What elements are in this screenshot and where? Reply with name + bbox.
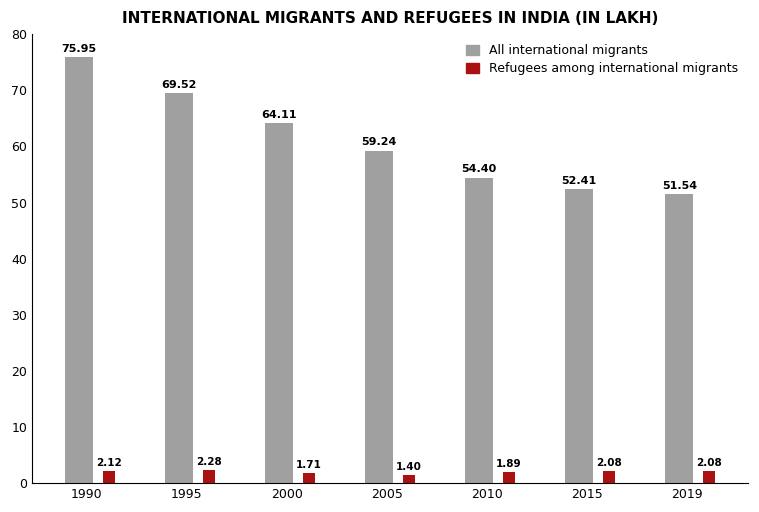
Bar [303,474,315,483]
Text: 54.40: 54.40 [461,164,496,175]
Text: 64.11: 64.11 [261,110,297,120]
Bar [102,471,115,483]
Bar [365,151,393,483]
Text: 69.52: 69.52 [161,80,197,90]
Text: 52.41: 52.41 [562,176,597,186]
Text: 2.28: 2.28 [196,457,222,467]
Bar [704,472,715,483]
Text: 1.71: 1.71 [296,460,322,470]
Bar [165,93,193,483]
Text: 2.12: 2.12 [96,458,121,468]
Text: 59.24: 59.24 [361,137,397,147]
Text: 75.95: 75.95 [61,44,96,54]
Text: 2.08: 2.08 [597,458,622,468]
Bar [565,189,594,483]
Text: 2.08: 2.08 [697,458,723,468]
Title: INTERNATIONAL MIGRANTS AND REFUGEES IN INDIA (IN LAKH): INTERNATIONAL MIGRANTS AND REFUGEES IN I… [121,11,658,26]
Bar [265,123,293,483]
Bar [603,472,616,483]
Bar [465,178,493,483]
Text: 1.89: 1.89 [496,459,522,469]
Legend: All international migrants, Refugees among international migrants: All international migrants, Refugees amo… [462,40,742,79]
Bar [65,57,93,483]
Bar [666,194,693,483]
Bar [203,470,215,483]
Text: 1.40: 1.40 [396,462,422,472]
Bar [503,473,515,483]
Text: 51.54: 51.54 [662,181,697,190]
Bar [403,475,415,483]
